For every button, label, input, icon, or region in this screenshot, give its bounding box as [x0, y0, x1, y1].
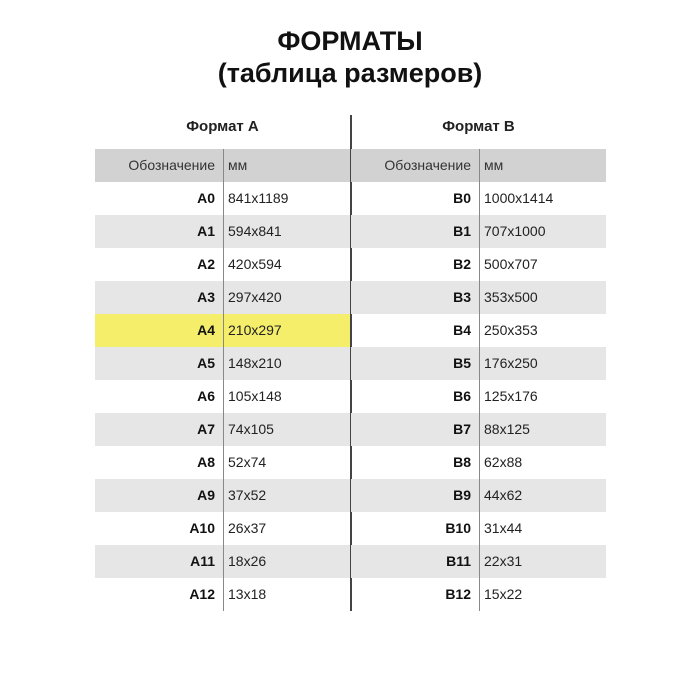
table-row: A0 841x1189	[95, 182, 350, 215]
column-divider	[223, 149, 224, 611]
table-row: B6 125x176	[351, 380, 606, 413]
format-name: B4	[453, 322, 471, 338]
table-row: B12 15x22	[351, 578, 606, 611]
format-size: 125x176	[484, 388, 538, 404]
format-name: A10	[189, 520, 215, 536]
format-name: A12	[189, 586, 215, 602]
page-title: ФОРМАТЫ	[277, 26, 423, 56]
format-name: A7	[197, 421, 215, 437]
format-name: B11	[446, 553, 471, 569]
format-size: 44x62	[484, 487, 523, 503]
format-name: A3	[197, 289, 215, 305]
format-name: A0	[197, 190, 215, 206]
format-name: B2	[453, 256, 471, 272]
table-row: A3 297x420	[95, 281, 350, 314]
format-a-table: Формат А Обозначение мм A0 841x1189 A1 594x84…	[95, 115, 350, 611]
page-subtitle: (таблица размеров)	[217, 58, 483, 88]
format-size: 105x148	[228, 388, 282, 404]
format-name: B12	[445, 586, 471, 602]
format-size: 1000x1414	[484, 190, 554, 206]
header-designation: Обозначение	[384, 157, 471, 173]
table-row: B2 500x707	[351, 248, 606, 281]
format-size: 62x88	[484, 454, 523, 470]
table-caption: Формат В	[442, 118, 515, 135]
table-row: B0 1000x1414	[351, 182, 606, 215]
table-row: B8 62x88	[351, 446, 606, 479]
format-size: 88x125	[484, 421, 530, 437]
table-row: B3 353x500	[351, 281, 606, 314]
format-b-table: Формат В Обозначение мм B0 1000x1414 B1 707x1…	[351, 115, 606, 611]
format-name: B10	[445, 520, 471, 536]
table-row: B11 22x31	[351, 545, 606, 578]
table-row: B1 707x1000	[351, 215, 606, 248]
format-name: A8	[197, 454, 215, 470]
format-size: 13x18	[228, 586, 267, 602]
format-size: 353x500	[484, 289, 538, 305]
column-divider	[479, 149, 480, 611]
format-name: B8	[453, 454, 471, 470]
format-name: B1	[453, 223, 471, 239]
format-size: 148x210	[228, 355, 282, 371]
table-row: B10 31x44	[351, 512, 606, 545]
table-row: A5 148x210	[95, 347, 350, 380]
format-name: A5	[197, 355, 215, 371]
format-size: 250x353	[484, 322, 538, 338]
table-row: A11 18x26	[95, 545, 350, 578]
table-row: A2 420x594	[95, 248, 350, 281]
format-size: 52x74	[228, 454, 267, 470]
format-size: 37x52	[228, 487, 267, 503]
format-name: B0	[453, 190, 471, 206]
header-mm: мм	[228, 157, 248, 173]
table-row: A6 105x148	[95, 380, 350, 413]
format-size: 420x594	[228, 256, 282, 272]
table-row: A4 210x297	[95, 314, 350, 347]
header-mm: мм	[484, 157, 504, 173]
table-row: A9 37x52	[95, 479, 350, 512]
format-name: A4	[197, 322, 215, 338]
format-size: 74x105	[228, 421, 274, 437]
format-size: 31x44	[484, 520, 523, 536]
format-size: 26x37	[228, 520, 267, 536]
format-name: B7	[453, 421, 471, 437]
table-header: Обозначение мм	[95, 149, 350, 182]
format-name: A2	[197, 256, 215, 272]
table-row: A8 52x74	[95, 446, 350, 479]
format-name: B5	[453, 355, 471, 371]
format-size: 210x297	[228, 322, 282, 338]
format-name: A6	[197, 388, 215, 404]
format-name: A1	[197, 223, 215, 239]
table-row: B9 44x62	[351, 479, 606, 512]
format-size: 176x250	[484, 355, 538, 371]
table-row: A7 74x105	[95, 413, 350, 446]
format-name: B3	[453, 289, 471, 305]
table-caption: Формат А	[186, 118, 259, 135]
format-name: B9	[453, 487, 471, 503]
table-row: B4 250x353	[351, 314, 606, 347]
format-name: B6	[453, 388, 471, 404]
format-name: A9	[197, 487, 215, 503]
format-size: 22x31	[484, 553, 523, 569]
format-size: 500x707	[484, 256, 538, 272]
table-row: A10 26x37	[95, 512, 350, 545]
table-row: A1 594x841	[95, 215, 350, 248]
table-row: A12 13x18	[95, 578, 350, 611]
format-size: 594x841	[228, 223, 282, 239]
format-size: 297x420	[228, 289, 282, 305]
format-name: A11	[190, 553, 215, 569]
format-size: 15x22	[484, 586, 523, 602]
header-designation: Обозначение	[128, 157, 215, 173]
table-row: B5 176x250	[351, 347, 606, 380]
format-size: 18x26	[228, 553, 267, 569]
format-size: 841x1189	[228, 190, 289, 206]
format-size: 707x1000	[484, 223, 546, 239]
table-header: Обозначение мм	[351, 149, 606, 182]
table-row: B7 88x125	[351, 413, 606, 446]
